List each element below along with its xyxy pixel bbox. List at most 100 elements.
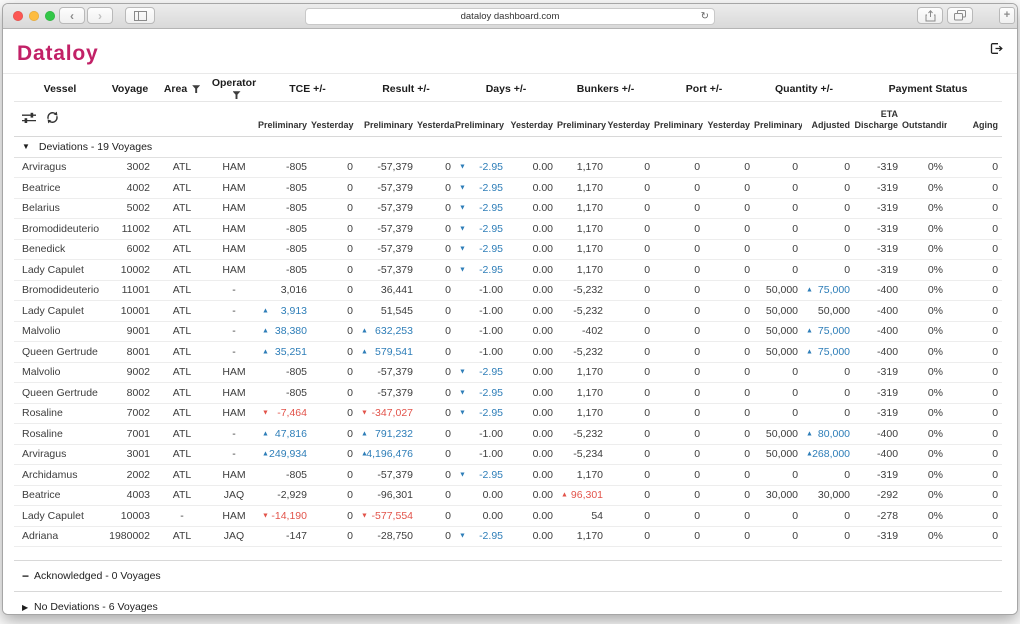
sidebar-button[interactable] bbox=[125, 7, 155, 24]
logout-button[interactable] bbox=[989, 42, 1003, 60]
table-row[interactable]: Beatrice 4002 ATL HAM -805 0 -57,379 0 ▼ -2.95 0.0… bbox=[14, 177, 1003, 199]
cell: 0 bbox=[654, 505, 705, 527]
cell-value: 0 bbox=[694, 263, 701, 276]
cell-value: 0 bbox=[744, 386, 751, 399]
table-row[interactable]: Bromodideuterio 11002 ATL HAM -805 0 -57,379 0 ▼… bbox=[14, 218, 1003, 240]
minus-icon: − bbox=[22, 569, 30, 583]
cell-value: -319 bbox=[877, 161, 899, 174]
cell: -5,232 bbox=[557, 341, 608, 363]
table-row[interactable]: Queen Gertrude 8002 ATL HAM -805 0 -57,379 0 ▼ -2… bbox=[14, 382, 1003, 404]
cell-value: 0 bbox=[347, 366, 353, 379]
cell-value: 0.00 bbox=[532, 263, 554, 276]
cell: 1,170 bbox=[557, 239, 608, 260]
cell: 0 bbox=[654, 321, 705, 342]
cell: -400 bbox=[854, 321, 903, 342]
table-row[interactable]: Belarius 5002 ATL HAM -805 0 -57,379 0 ▼ -2.95 0.0… bbox=[14, 198, 1003, 219]
table-row[interactable]: Arviragus 3002 ATL HAM -805 0 -57,379 0 ▼ -2.95 0.… bbox=[14, 157, 1003, 178]
new-tab-button[interactable]: + bbox=[999, 7, 1015, 24]
up-indicator-icon: ▲ bbox=[361, 430, 368, 438]
reload-icon[interactable]: ↻ bbox=[700, 11, 709, 22]
cell-value: ATL bbox=[172, 530, 192, 543]
column-settings-button[interactable] bbox=[22, 112, 36, 127]
close-window-button[interactable] bbox=[13, 11, 23, 21]
cell: 50,000 bbox=[754, 423, 803, 445]
cell-value: 0 bbox=[744, 509, 751, 522]
refresh-button[interactable] bbox=[46, 111, 59, 127]
section-deviations-label: Deviations - 19 Voyages bbox=[38, 140, 153, 153]
cell-value: Bromodideuterio bbox=[22, 222, 100, 235]
cell: -319 bbox=[854, 157, 903, 178]
section-header-no-deviations[interactable]: ▶ No Deviations - 6 Voyages bbox=[14, 591, 1003, 614]
cell: 0 bbox=[417, 382, 455, 404]
url-field[interactable]: dataloy dashboard.com ↻ bbox=[305, 8, 715, 25]
cell: 0% bbox=[902, 464, 948, 486]
table-row[interactable]: Queen Gertrude 8001 ATL - ▲ 35,251 0 ▲ 579,541 0 -… bbox=[14, 341, 1003, 363]
table-row[interactable]: Adriana 1980002 ATL JAQ -147 0 -28,750 0 ▼ -2.95 0… bbox=[14, 526, 1003, 547]
forward-button[interactable]: › bbox=[87, 7, 113, 24]
subheader-quantity-adjusted: Adjusted bbox=[802, 101, 855, 137]
cell-value: 0 bbox=[992, 489, 999, 502]
cell-value: -57,379 bbox=[377, 366, 413, 379]
cell: 0.00 bbox=[507, 505, 558, 527]
table-row[interactable]: Archidamus 2002 ATL HAM -805 0 -57,379 0 ▼ -2.95 0… bbox=[14, 464, 1003, 486]
cell: 0 bbox=[947, 423, 1003, 445]
cell: ATL bbox=[154, 382, 210, 404]
cell-value: 0% bbox=[927, 243, 944, 256]
table-row[interactable]: Lady Capulet 10001 ATL - ▲ 3,913 0 51,545 0 -1.00… bbox=[14, 300, 1003, 322]
table-row[interactable]: Lady Capulet 10002 ATL HAM -805 0 -57,379 0 ▼ -2.… bbox=[14, 259, 1003, 281]
table-row[interactable]: Beatrice 4003 ATL JAQ -2,929 0 -96,301 0 0.00 0.0… bbox=[14, 485, 1003, 506]
cell-value: ATL bbox=[172, 243, 192, 256]
section-header-acknowledged[interactable]: − Acknowledged - 0 Voyages bbox=[14, 560, 1003, 592]
share-button[interactable] bbox=[917, 7, 943, 24]
cell: 0% bbox=[902, 157, 948, 178]
cell-value: 5002 bbox=[126, 202, 150, 215]
cell-value: Rosaline bbox=[22, 427, 63, 440]
maximize-window-button[interactable] bbox=[45, 11, 55, 21]
area-filter-icon[interactable] bbox=[192, 85, 201, 94]
cell-value: -1.00 bbox=[479, 304, 503, 317]
back-button[interactable]: ‹ bbox=[59, 7, 85, 24]
cell: 50,000 bbox=[754, 444, 803, 465]
minimize-window-button[interactable] bbox=[29, 11, 39, 21]
cell: -805 bbox=[258, 218, 311, 240]
cell: -805 bbox=[258, 177, 311, 199]
cell-value: ATL bbox=[172, 222, 192, 235]
subheader-quantity-preliminary: Preliminary bbox=[754, 101, 803, 137]
tab-overview-button[interactable] bbox=[947, 7, 973, 24]
cell-value: 0 bbox=[992, 202, 999, 215]
cell: HAM bbox=[210, 198, 258, 219]
cell-value: 0 bbox=[844, 222, 851, 235]
cell: 0 bbox=[607, 464, 655, 486]
cell: -1.00 bbox=[455, 300, 507, 322]
cell: ATL bbox=[154, 526, 210, 547]
cell-value: 0 bbox=[644, 263, 651, 276]
table-row[interactable]: Benedick 6002 ATL HAM -805 0 -57,379 0 ▼ -2.95 0.0… bbox=[14, 239, 1003, 260]
cell-value: 0% bbox=[927, 263, 944, 276]
section-header-deviations[interactable]: ▼ Deviations - 19 Voyages bbox=[14, 136, 1003, 158]
cell: 0 bbox=[947, 157, 1003, 178]
table-row[interactable]: Malvolio 9001 ATL - ▲ 38,380 0 ▲ 632,253 0 -1.00 0.… bbox=[14, 321, 1003, 342]
table-row[interactable]: Bromodideuterio 11001 ATL - 3,016 0 36,441 0 -1.… bbox=[14, 280, 1003, 301]
cell: 4003 bbox=[106, 485, 154, 506]
cell-value: -400 bbox=[877, 325, 899, 338]
cell: ATL bbox=[154, 423, 210, 445]
cell: 50,000 bbox=[754, 300, 803, 322]
table-row[interactable]: Malvolio 9002 ATL HAM -805 0 -57,379 0 ▼ -2.95 0.0… bbox=[14, 362, 1003, 383]
cell-value: -805 bbox=[285, 222, 307, 235]
table-row[interactable]: Rosaline 7002 ATL HAM ▼ -7,464 0 ▼ -347,027 0 ▼ -2.… bbox=[14, 403, 1003, 424]
table-row[interactable]: Lady Capulet 10003- HAM ▼ -14,190 0 ▼ -577,554 0… bbox=[14, 505, 1003, 527]
cell-value: - bbox=[232, 345, 236, 358]
cell-value: 0 bbox=[844, 263, 851, 276]
cell-value: ATL bbox=[172, 386, 192, 399]
cell: - bbox=[210, 280, 258, 301]
operator-filter-icon[interactable] bbox=[232, 91, 241, 100]
down-indicator-icon: ▼ bbox=[459, 409, 466, 417]
cell: 0.00 bbox=[455, 505, 507, 527]
cell-value: -2.95 bbox=[479, 202, 503, 215]
subheader-aging: Aging bbox=[947, 101, 1003, 137]
cell: 0 bbox=[607, 300, 655, 322]
cell-value: 0 bbox=[744, 468, 751, 481]
cell-value: -1.00 bbox=[479, 284, 503, 297]
table-row[interactable]: Rosaline 7001 ATL - ▲ 47,816 0 ▲ 791,232 0 -1.00 0.… bbox=[14, 423, 1003, 445]
table-row[interactable]: Arviragus 3001 ATL - ▲ 249,934 0 ▲ 4,196,476 0 -1.… bbox=[14, 444, 1003, 465]
